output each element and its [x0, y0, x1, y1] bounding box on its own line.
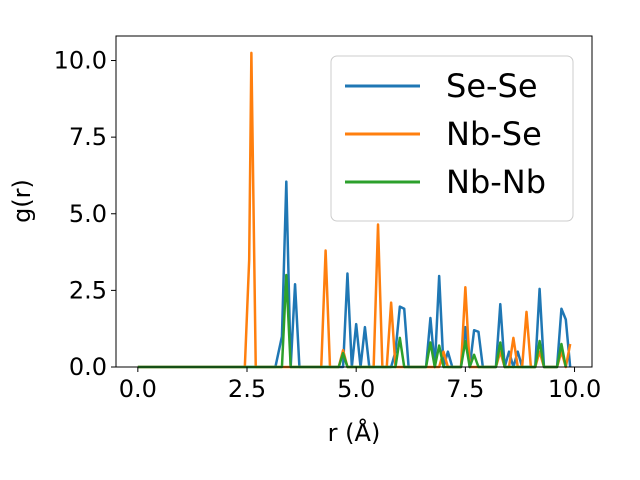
y-axis: 0.0 2.5 5.0 7.5 10.0	[54, 47, 116, 381]
legend: Se-Se Nb-Se Nb-Nb	[330, 55, 574, 222]
y-tick-label: 5.0	[69, 200, 107, 228]
x-tick-label: 5.0	[337, 375, 375, 403]
y-tick-label: 7.5	[69, 123, 107, 151]
plot-frame	[115, 35, 593, 368]
legend-label-nb-nb: Nb-Nb	[446, 163, 546, 201]
y-tick-label: 10.0	[54, 47, 107, 75]
legend-box	[330, 55, 574, 222]
y-tick-label: 0.0	[69, 353, 107, 381]
x-axis-label: r (Å)	[328, 418, 381, 447]
x-tick-label: 7.5	[446, 375, 484, 403]
x-axis: 0.0 2.5 5.0 7.5 10.0	[119, 367, 601, 403]
y-tick-label: 2.5	[69, 276, 107, 304]
legend-label-se-se: Se-Se	[446, 67, 538, 105]
x-tick-label: 0.0	[119, 375, 157, 403]
x-tick-label: 2.5	[228, 375, 266, 403]
legend-label-nb-se: Nb-Se	[446, 115, 542, 153]
x-tick-label: 10.0	[548, 375, 601, 403]
y-axis-label: g(r)	[8, 179, 36, 223]
legend-entries: Se-Se Nb-Se Nb-Nb	[345, 67, 546, 201]
